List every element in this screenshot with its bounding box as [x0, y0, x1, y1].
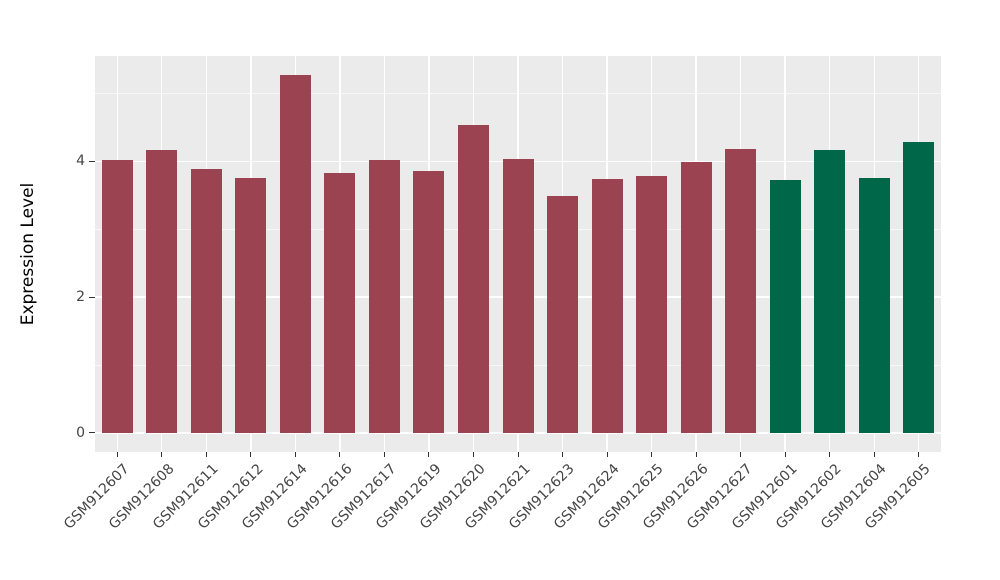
bar-GSM912602 [814, 150, 846, 433]
bar-GSM912616 [324, 172, 356, 433]
x-tick [517, 452, 519, 457]
x-tick [651, 452, 653, 457]
x-tick [740, 452, 742, 457]
bar-GSM912617 [368, 159, 400, 433]
bar-GSM912625 [636, 176, 668, 433]
x-tick [294, 452, 296, 457]
y-tick-label: 4 [76, 153, 85, 170]
x-tick [383, 452, 385, 457]
bar-GSM912605 [903, 142, 935, 433]
bar-GSM912621 [502, 159, 534, 433]
y-tick [89, 432, 95, 434]
bar-GSM912601 [769, 179, 801, 433]
bar-GSM912627 [725, 149, 757, 433]
x-tick [918, 452, 920, 457]
x-tick [784, 452, 786, 457]
y-tick [89, 160, 95, 162]
y-tick [89, 296, 95, 298]
y-axis-title: Expression Level [18, 182, 38, 326]
x-tick [161, 452, 163, 457]
x-tick [829, 452, 831, 457]
bar-GSM912620 [457, 124, 489, 433]
x-tick [472, 452, 474, 457]
bar-GSM912614 [279, 75, 311, 433]
bar-GSM912624 [591, 178, 623, 433]
x-tick [606, 452, 608, 457]
bar-GSM912626 [680, 161, 712, 433]
y-tick-label: 2 [76, 289, 85, 306]
y-tick-label: 0 [76, 424, 85, 441]
x-tick [116, 452, 118, 457]
bar-GSM912608 [146, 150, 178, 433]
x-tick [873, 452, 875, 457]
x-tick [562, 452, 564, 457]
x-tick [428, 452, 430, 457]
bar-GSM912619 [413, 170, 445, 433]
bar-GSM912612 [235, 177, 267, 433]
x-tick [695, 452, 697, 457]
bar-GSM912623 [547, 195, 579, 433]
x-tick [250, 452, 252, 457]
bar-GSM912611 [190, 169, 222, 433]
x-tick [205, 452, 207, 457]
bar-GSM912607 [101, 159, 133, 433]
x-tick [339, 452, 341, 457]
bar-GSM912604 [858, 177, 890, 433]
plot-panel [95, 56, 941, 452]
